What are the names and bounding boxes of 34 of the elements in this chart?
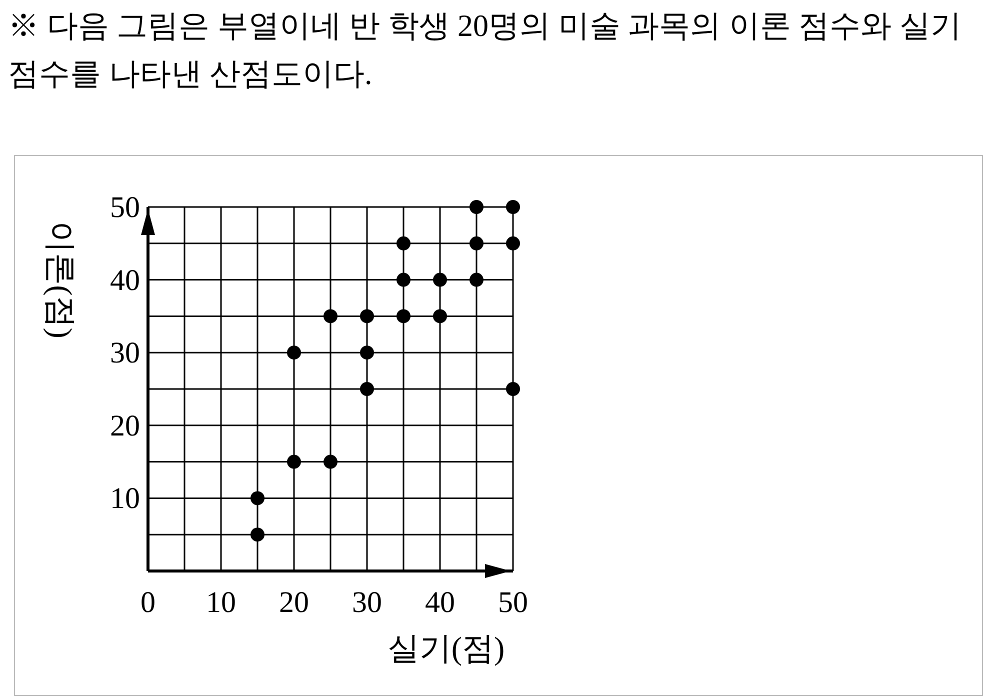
point [360,309,374,324]
point [470,200,484,214]
point [433,272,447,287]
y-tick-label: 50 [110,191,140,224]
y-tick-label: 30 [110,336,140,370]
point [506,200,520,214]
point [396,272,410,287]
chart-title: ※ 다음 그림은 부열이네 반 학생 20명의 미술 과목의 이론 점수와 실기 점수를 나타낸 산점도이다. [8,7,962,93]
point [470,236,484,250]
y-axis-title: 이론(점) [43,221,79,338]
point [287,454,301,469]
point [396,236,410,250]
point [250,491,264,506]
y-tick-label: 10 [110,482,140,516]
x-tick-label: 30 [352,586,382,619]
point [360,346,374,360]
point [324,309,338,324]
x-tick-label: 10 [206,586,236,619]
x-tick-label: 20 [279,586,309,619]
point [506,236,520,250]
point [433,309,447,324]
x-axis-title: 실기(점) [387,630,505,666]
point [396,309,410,324]
point [506,382,520,396]
point [250,528,264,542]
x-tick-label: 50 [498,586,528,619]
point [360,382,374,396]
point [470,272,484,287]
y-tick-label: 20 [110,409,140,442]
y-tick-label: 40 [110,264,140,297]
x-tick-label: 40 [425,586,455,619]
point [324,454,338,469]
point [287,346,301,360]
x-tick-label: 0 [140,586,156,619]
